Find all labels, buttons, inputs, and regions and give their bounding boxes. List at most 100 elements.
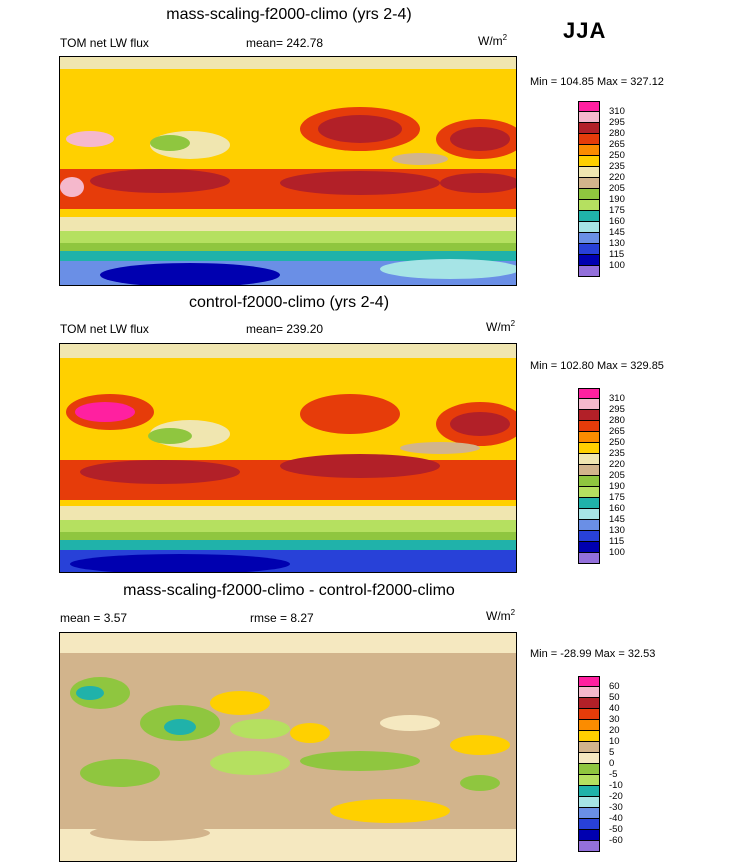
colorbar-level-label: 130 [609, 525, 625, 536]
colorbar-swatch [578, 443, 600, 454]
colorbar-swatch [578, 476, 600, 487]
colorbar-swatch [578, 211, 600, 222]
colorbar-level-label: 145 [609, 227, 625, 238]
colorbar-swatch [578, 410, 600, 421]
colorbar-swatch [578, 520, 600, 531]
colorbar-swatch [578, 687, 600, 698]
colorbar-level-label: 160 [609, 503, 625, 514]
colorbar-level-label: 310 [609, 106, 625, 117]
colorbar-swatch [578, 531, 600, 542]
colorbar-swatch [578, 421, 600, 432]
colorbar-swatch [578, 808, 600, 819]
colorbar-level-label: 205 [609, 183, 625, 194]
panel-2-units: W/m2 [486, 319, 516, 334]
colorbar-level-label: 295 [609, 404, 625, 415]
colorbar-swatch [578, 244, 600, 255]
colorbar-swatch [578, 266, 600, 277]
panel-1-map-field [60, 57, 516, 285]
colorbar-swatch [578, 255, 600, 266]
colorbar-level-label: -5 [609, 769, 618, 780]
panel-3-rmse: rmse = 8.27 [250, 611, 314, 625]
colorbar-swatch [578, 797, 600, 808]
panel-3-map [59, 632, 517, 862]
panel-3-title: mass-scaling-f2000-climo - control-f2000… [123, 582, 455, 599]
season-label: JJA [563, 18, 607, 43]
panel-1-mean: mean= 242.78 [246, 36, 324, 50]
colorbar-swatch [578, 465, 600, 476]
colorbar-level-label: 50 [609, 692, 620, 703]
colorbar-level-label: 250 [609, 437, 625, 448]
colorbar-swatch [578, 698, 600, 709]
panel-2-map [59, 343, 517, 573]
colorbar-level-label: -30 [609, 802, 623, 813]
colorbar-swatch [578, 676, 600, 687]
colorbar-swatch [578, 399, 600, 410]
colorbar-level-label: 190 [609, 481, 625, 492]
colorbar-level-label: -20 [609, 791, 623, 802]
colorbar-level-label: 190 [609, 194, 625, 205]
colorbar-level-label: 235 [609, 161, 625, 172]
colorbar-level-label: 220 [609, 459, 625, 470]
colorbar-level-label: 60 [609, 681, 620, 692]
colorbar-swatch [578, 731, 600, 742]
colorbar-swatch [578, 498, 600, 509]
colorbar-swatch [578, 830, 600, 841]
colorbar-swatch [578, 709, 600, 720]
colorbar-swatch [578, 487, 600, 498]
colorbar-level-label: 100 [609, 260, 625, 271]
colorbar-swatch [578, 753, 600, 764]
panel-1-map [59, 56, 517, 286]
panel-1-units: W/m2 [478, 33, 508, 48]
colorbar-swatch [578, 222, 600, 233]
colorbar-level-label: 145 [609, 514, 625, 525]
colorbar-swatch [578, 167, 600, 178]
colorbar-level-label: 130 [609, 238, 625, 249]
panel-2-left-label: TOM net LW flux [60, 322, 149, 336]
colorbar-swatch [578, 112, 600, 123]
panel-2-map-field [60, 344, 516, 572]
colorbar-level-label: 175 [609, 205, 625, 216]
colorbar-level-label: 40 [609, 703, 620, 714]
colorbar-swatch [578, 145, 600, 156]
colorbar-level-label: 295 [609, 117, 625, 128]
colorbar-level-label: 160 [609, 216, 625, 227]
colorbar-swatch [578, 720, 600, 731]
colorbar-level-label: 235 [609, 448, 625, 459]
colorbar-swatch [578, 432, 600, 443]
colorbar-level-label: 100 [609, 547, 625, 558]
colorbar-swatch [578, 786, 600, 797]
colorbar-level-label: 205 [609, 470, 625, 481]
colorbar-level-label: 115 [609, 536, 625, 547]
panel-2-minmax: Min = 102.80 Max = 329.85 [530, 360, 664, 372]
panel-3-mean: mean = 3.57 [60, 611, 128, 625]
panel-1-left-label: TOM net LW flux [60, 36, 149, 50]
colorbar-level-label: 20 [609, 725, 620, 736]
colorbar-level-label: 265 [609, 426, 625, 437]
colorbar-level-label: 265 [609, 139, 625, 150]
panel-1-title: mass-scaling-f2000-climo (yrs 2-4) [166, 6, 412, 23]
colorbar-swatch [578, 233, 600, 244]
panel-1-minmax: Min = 104.85 Max = 327.12 [530, 76, 664, 88]
panel-3-minmax: Min = -28.99 Max = 32.53 [530, 648, 656, 660]
colorbar-swatch [578, 123, 600, 134]
colorbar-level-label: -40 [609, 813, 623, 824]
panel-3-colorbar [578, 676, 600, 852]
panel-2-colorbar [578, 388, 600, 564]
colorbar-level-label: 280 [609, 415, 625, 426]
panel-2-mean: mean= 239.20 [246, 322, 324, 336]
colorbar-level-label: 220 [609, 172, 625, 183]
colorbar-swatch [578, 775, 600, 786]
colorbar-level-label: 5 [609, 747, 615, 758]
colorbar-swatch [578, 819, 600, 830]
colorbar-level-label: -10 [609, 780, 623, 791]
colorbar-level-label: -50 [609, 824, 623, 835]
colorbar-swatch [578, 841, 600, 852]
colorbar-swatch [578, 764, 600, 775]
panel-3-map-field [60, 633, 516, 861]
colorbar-swatch [578, 178, 600, 189]
colorbar-swatch [578, 189, 600, 200]
colorbar-swatch [578, 542, 600, 553]
colorbar-level-label: 115 [609, 249, 625, 260]
colorbar-level-label: 10 [609, 736, 620, 747]
panel-1-colorbar [578, 101, 600, 277]
